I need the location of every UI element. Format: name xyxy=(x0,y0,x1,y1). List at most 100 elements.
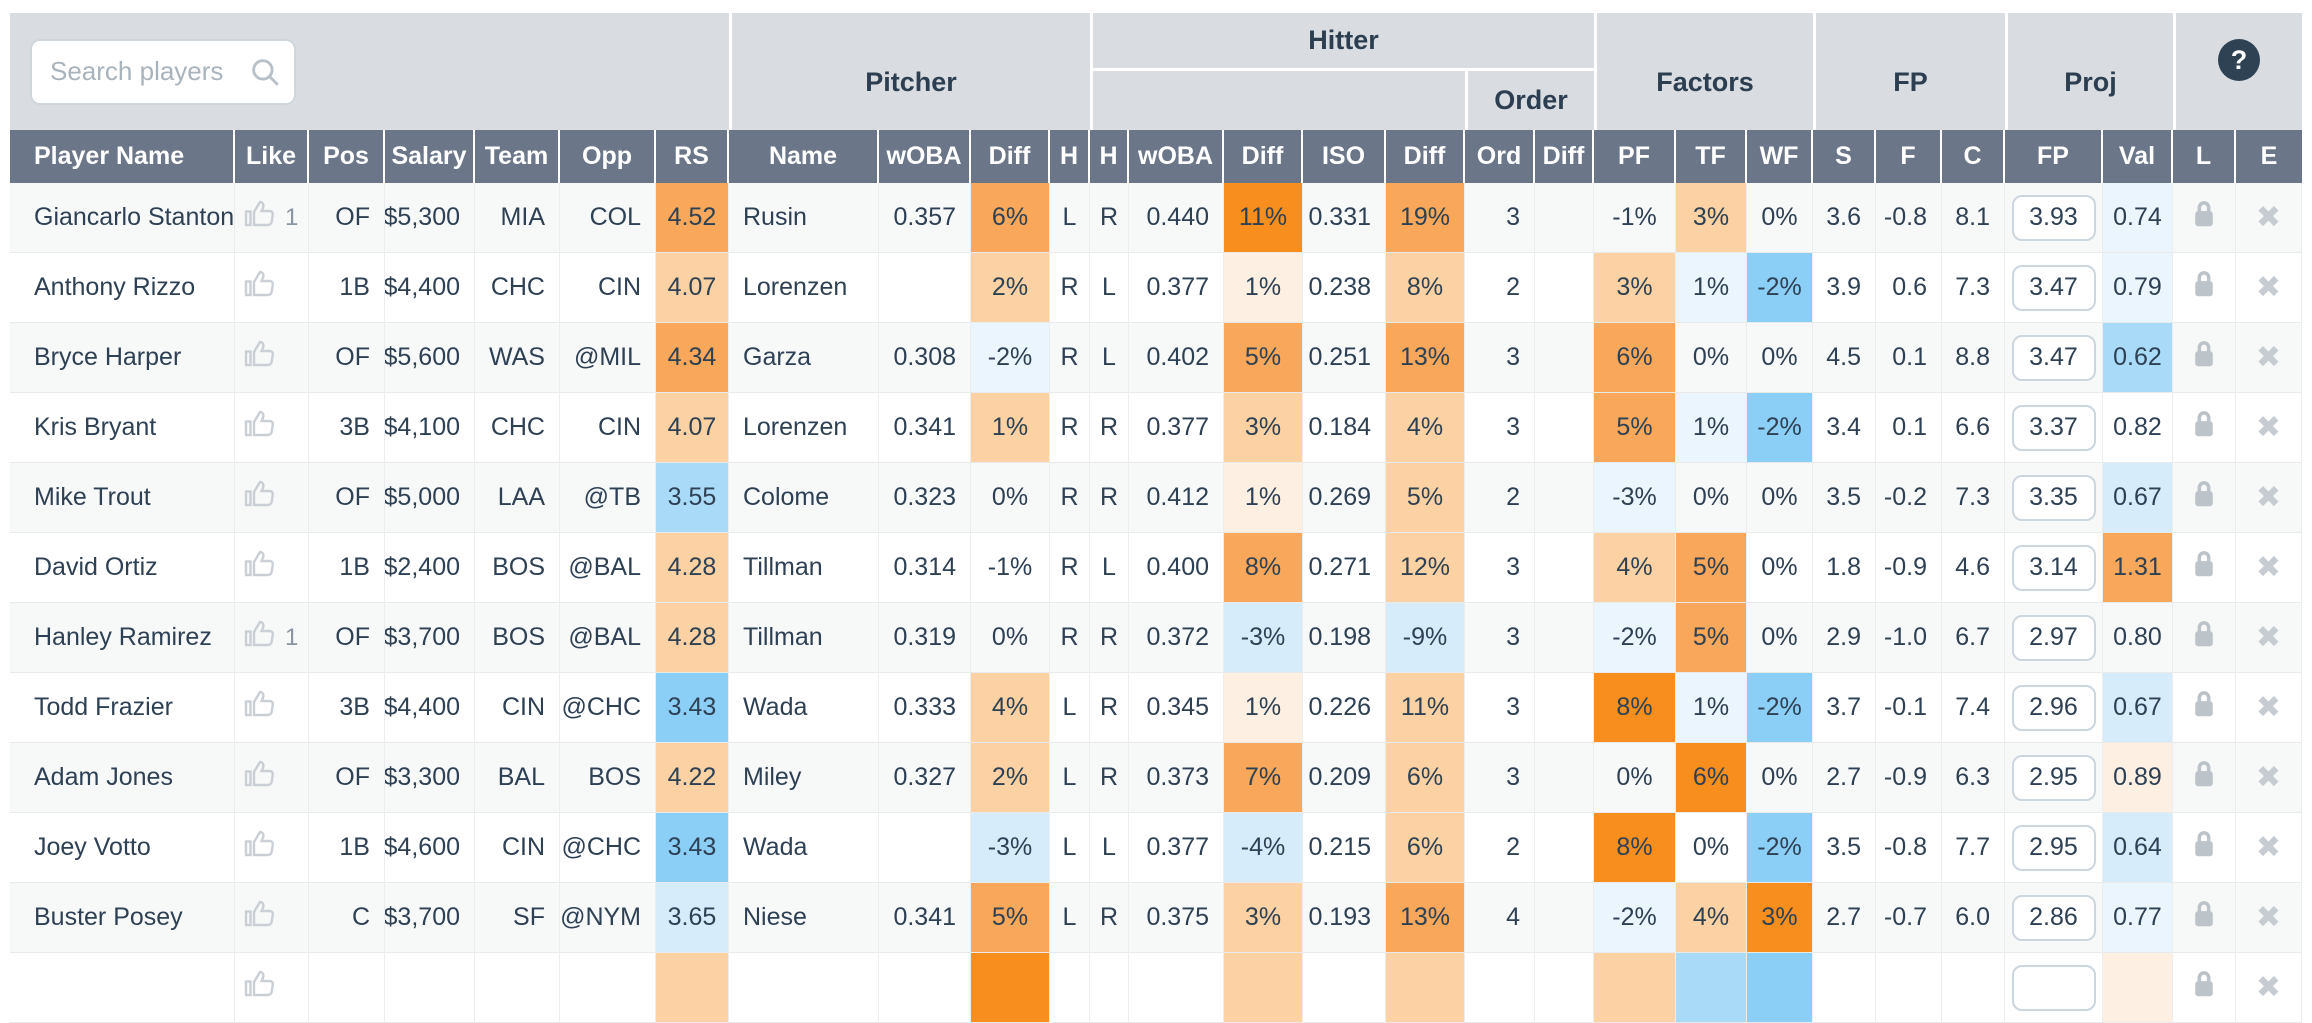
projection-input[interactable] xyxy=(2011,894,2096,941)
lock-button[interactable] xyxy=(2173,253,2236,323)
lock-button[interactable] xyxy=(2173,393,2236,463)
exclude-button[interactable]: ✖ xyxy=(2236,253,2302,323)
player-name-cell[interactable]: Adam Jones xyxy=(10,743,235,813)
player-name-cell[interactable]: Giancarlo Stanton xyxy=(10,183,235,253)
lock-button[interactable] xyxy=(2173,883,2236,953)
col-pitcher-hand[interactable]: H xyxy=(1050,130,1090,183)
lock-button[interactable] xyxy=(2173,673,2236,743)
player-name-cell[interactable]: Todd Frazier xyxy=(10,673,235,743)
projection-input[interactable] xyxy=(2011,194,2096,241)
player-name-cell[interactable]: Buster Posey xyxy=(10,883,235,953)
exclude-button[interactable]: ✖ xyxy=(2236,953,2302,1023)
col-pitcher-diff[interactable]: Diff xyxy=(971,130,1050,183)
col-opp[interactable]: Opp xyxy=(560,130,656,183)
like-button[interactable] xyxy=(235,533,309,603)
exclude-button[interactable]: ✖ xyxy=(2236,463,2302,533)
lock-button[interactable] xyxy=(2173,743,2236,813)
player-name-cell[interactable]: Anthony Rizzo xyxy=(10,253,235,323)
col-proj-fp[interactable]: FP xyxy=(2005,130,2103,183)
exclude-button[interactable]: ✖ xyxy=(2236,743,2302,813)
col-park-factor[interactable]: PF xyxy=(1594,130,1676,183)
exclude-button[interactable]: ✖ xyxy=(2236,813,2302,883)
col-iso[interactable]: ISO xyxy=(1303,130,1386,183)
lock-button[interactable] xyxy=(2173,953,2236,1023)
lock-icon xyxy=(2190,688,2218,727)
exclude-button[interactable]: ✖ xyxy=(2236,533,2302,603)
exclude-button[interactable]: ✖ xyxy=(2236,183,2302,253)
fp-season-cell: 2.7 xyxy=(1813,883,1876,953)
col-pitcher-woba[interactable]: wOBA xyxy=(879,130,971,183)
exclude-button[interactable]: ✖ xyxy=(2236,323,2302,393)
col-like[interactable]: Like xyxy=(235,130,309,183)
lock-button[interactable] xyxy=(2173,463,2236,533)
col-fp-c[interactable]: C xyxy=(1942,130,2005,183)
col-wind-factor[interactable]: WF xyxy=(1747,130,1813,183)
hitter-woba-cell: 0.400 xyxy=(1129,533,1224,603)
like-button[interactable] xyxy=(235,393,309,463)
projection-input[interactable] xyxy=(2011,824,2096,871)
col-lock[interactable]: L xyxy=(2173,130,2236,183)
player-name-cell[interactable]: David Ortiz xyxy=(10,533,235,603)
projection-input[interactable] xyxy=(2011,264,2096,311)
col-temp-factor[interactable]: TF xyxy=(1676,130,1747,183)
projection-input[interactable] xyxy=(2011,684,2096,731)
projection-input[interactable] xyxy=(2011,544,2096,591)
lock-button[interactable] xyxy=(2173,183,2236,253)
col-exclude[interactable]: E xyxy=(2260,142,2278,170)
player-name-cell[interactable]: Joey Votto xyxy=(10,813,235,883)
col-fp-s[interactable]: S xyxy=(1813,130,1876,183)
projection-input[interactable] xyxy=(2011,964,2096,1011)
col-iso-diff[interactable]: Diff xyxy=(1386,130,1465,183)
lock-button[interactable] xyxy=(2173,533,2236,603)
projection-input[interactable] xyxy=(2011,334,2096,381)
exclude-button[interactable]: ✖ xyxy=(2236,883,2302,953)
projection-input[interactable] xyxy=(2011,754,2096,801)
like-button[interactable] xyxy=(235,253,309,323)
exclude-button[interactable]: ✖ xyxy=(2236,393,2302,463)
col-player-name[interactable]: Player Name xyxy=(10,130,235,183)
like-button[interactable] xyxy=(235,463,309,533)
col-pos[interactable]: Pos xyxy=(309,130,385,183)
iso-cell: 0.271 xyxy=(1303,533,1386,603)
value-cell: 0.67 xyxy=(2103,673,2173,743)
like-button[interactable] xyxy=(235,323,309,393)
col-hitter-hand[interactable]: H xyxy=(1090,130,1129,183)
projection-input[interactable] xyxy=(2011,614,2096,661)
col-order-diff[interactable]: Diff xyxy=(1535,130,1594,183)
like-button[interactable] xyxy=(235,743,309,813)
like-button[interactable]: 1 xyxy=(235,603,309,673)
player-name-cell[interactable]: Mike Trout xyxy=(10,463,235,533)
player-name-cell[interactable]: Hanley Ramirez xyxy=(10,603,235,673)
like-button[interactable] xyxy=(235,883,309,953)
lock-button[interactable] xyxy=(2173,813,2236,883)
projection-input[interactable] xyxy=(2011,404,2096,451)
player-name-cell[interactable]: Bryce Harper xyxy=(10,323,235,393)
col-salary[interactable]: Salary xyxy=(385,130,475,183)
table-row: Anthony Rizzo 1B $4,400 CHC CIN 4.07 Lor… xyxy=(10,253,2302,323)
projection-fp-cell xyxy=(2005,183,2103,253)
col-proj-val[interactable]: Val xyxy=(2103,130,2173,183)
col-order[interactable]: Ord xyxy=(1465,130,1535,183)
lock-button[interactable] xyxy=(2173,323,2236,393)
projection-input[interactable] xyxy=(2011,474,2096,521)
iso-cell xyxy=(1303,953,1386,1023)
player-name-cell[interactable] xyxy=(10,953,235,1023)
col-hitter-woba[interactable]: wOBA xyxy=(1129,130,1224,183)
help-icon[interactable]: ? xyxy=(2218,39,2260,81)
temp-factor-cell: 5% xyxy=(1676,533,1747,603)
like-button[interactable] xyxy=(235,673,309,743)
lock-button[interactable] xyxy=(2173,603,2236,673)
table-row: Adam Jones OF $3,300 BAL BOS 4.22 Miley … xyxy=(10,743,2302,813)
col-hitter-diff[interactable]: Diff xyxy=(1224,130,1303,183)
search-input[interactable] xyxy=(30,38,296,105)
col-team[interactable]: Team xyxy=(475,130,560,183)
like-button[interactable] xyxy=(235,813,309,883)
col-rs[interactable]: RS xyxy=(656,130,729,183)
col-pitcher-name[interactable]: Name xyxy=(729,130,879,183)
exclude-button[interactable]: ✖ xyxy=(2236,603,2302,673)
like-button[interactable] xyxy=(235,953,309,1023)
player-name-cell[interactable]: Kris Bryant xyxy=(10,393,235,463)
like-button[interactable]: 1 xyxy=(235,183,309,253)
col-fp-f[interactable]: F xyxy=(1876,130,1942,183)
exclude-button[interactable]: ✖ xyxy=(2236,673,2302,743)
